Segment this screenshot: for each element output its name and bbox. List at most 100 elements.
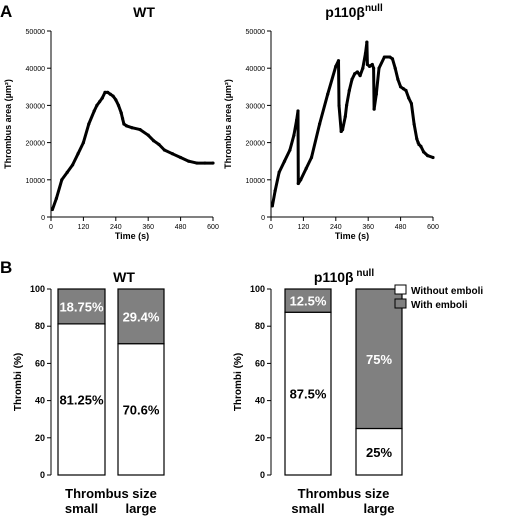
bar-segment — [117, 288, 165, 345]
y-tick-label: 40 — [35, 396, 45, 406]
data-point — [345, 103, 349, 107]
data-point — [396, 77, 400, 81]
data-point — [288, 148, 292, 152]
chart-title-main: WT — [133, 4, 155, 20]
bar-value-label: 75% — [366, 352, 392, 367]
data-point — [60, 178, 64, 182]
legend: Without emboli With emboli — [394, 284, 483, 311]
data-point — [358, 74, 362, 78]
y-tick-label: 20 — [35, 433, 45, 443]
bar-value-label: 70.6% — [123, 402, 160, 417]
data-point — [340, 127, 345, 132]
data-point — [372, 66, 376, 70]
data-point — [390, 57, 395, 61]
data-point — [399, 85, 403, 89]
data-point — [273, 189, 277, 193]
x-tick-label: 600 — [207, 224, 219, 231]
data-point — [116, 103, 121, 107]
data-point — [401, 87, 405, 91]
data-point — [426, 154, 430, 158]
chart-title-main: p110β — [325, 4, 365, 20]
category-label: small — [65, 501, 98, 516]
data-point — [407, 96, 411, 100]
data-point — [50, 207, 54, 212]
data-point — [412, 122, 416, 126]
data-point — [71, 163, 75, 167]
series-line — [270, 40, 434, 207]
data-point — [295, 118, 299, 122]
data-point — [337, 103, 341, 107]
data-point — [100, 96, 104, 100]
data-point — [277, 170, 281, 174]
data-point — [318, 122, 322, 126]
data-point — [363, 51, 368, 55]
y-axis-label: Thrombus area (µm²) — [223, 79, 233, 169]
y-axis-label: Thrombi (%) — [13, 353, 24, 411]
data-point — [309, 155, 314, 160]
bar-segment — [355, 427, 403, 476]
data-point — [296, 109, 300, 113]
category-label: large — [125, 501, 156, 516]
data-point — [382, 55, 386, 59]
chart-title-superscript: null — [354, 268, 375, 279]
data-point — [355, 70, 359, 74]
data-point — [138, 127, 142, 132]
y-tick-label: 40000 — [26, 66, 46, 73]
chart-title-superscript: null — [365, 3, 383, 14]
bar-value-label: 81.25% — [59, 392, 104, 407]
data-point — [372, 107, 376, 111]
data-point — [98, 100, 102, 104]
data-point — [334, 64, 338, 68]
chart-title-main: p110β — [314, 269, 354, 285]
data-point — [343, 114, 347, 119]
legend-label: With emboli — [411, 300, 468, 311]
chart-title: WT — [133, 4, 155, 20]
y-tick-label: 10000 — [246, 178, 266, 185]
data-point — [299, 178, 303, 182]
x-tick-label: 240 — [110, 224, 122, 231]
x-tick-label: 120 — [298, 224, 310, 231]
data-point — [108, 92, 112, 96]
bar-segment — [284, 311, 332, 476]
bar-value-label: 12.5% — [290, 294, 327, 309]
x-axis-label: Thrombus size — [65, 486, 157, 501]
data-point — [292, 133, 296, 137]
data-point — [81, 141, 85, 145]
x-tick-label: 360 — [362, 224, 374, 231]
x-axis-label: Thrombus size — [298, 486, 390, 501]
x-tick-label: 480 — [175, 224, 187, 231]
data-point — [114, 98, 118, 102]
x-tick-label: 0 — [269, 224, 273, 231]
data-point — [125, 124, 129, 128]
data-point — [388, 55, 392, 59]
x-tick-label: 0 — [49, 224, 53, 231]
data-point — [119, 111, 123, 115]
data-point — [162, 148, 166, 152]
data-point — [365, 40, 369, 44]
line-chart-wt: WT 0 10000 20000 30000 40000 50000 Thrombus are… — [3, 4, 219, 241]
category-label: large — [363, 501, 394, 516]
y-tick-label: 100 — [30, 284, 45, 294]
line-chart-p110b-null: p110βnull 0 10000 20000 30000 40000 50000 Throm… — [223, 3, 439, 241]
data-point — [179, 155, 183, 160]
panel-letter-b: B — [0, 258, 12, 277]
data-point — [106, 90, 110, 94]
data-point — [170, 152, 175, 156]
chart-title-main: WT — [113, 269, 135, 285]
y-tick-label: 20 — [255, 433, 265, 443]
data-point — [415, 137, 419, 141]
y-tick-label: 0 — [41, 215, 45, 222]
data-point — [419, 144, 423, 148]
bar-value-label: 18.75% — [59, 299, 104, 314]
x-tick-label: 240 — [330, 224, 342, 231]
data-point — [270, 204, 274, 208]
bar-segment — [284, 288, 332, 313]
data-point — [92, 109, 96, 113]
data-point — [326, 92, 330, 96]
bar-segment — [57, 323, 106, 476]
panel-letter-a: A — [0, 2, 12, 21]
data-point — [377, 66, 381, 70]
data-point — [336, 59, 341, 63]
y-tick-label: 20000 — [26, 141, 46, 148]
data-point — [54, 196, 59, 200]
